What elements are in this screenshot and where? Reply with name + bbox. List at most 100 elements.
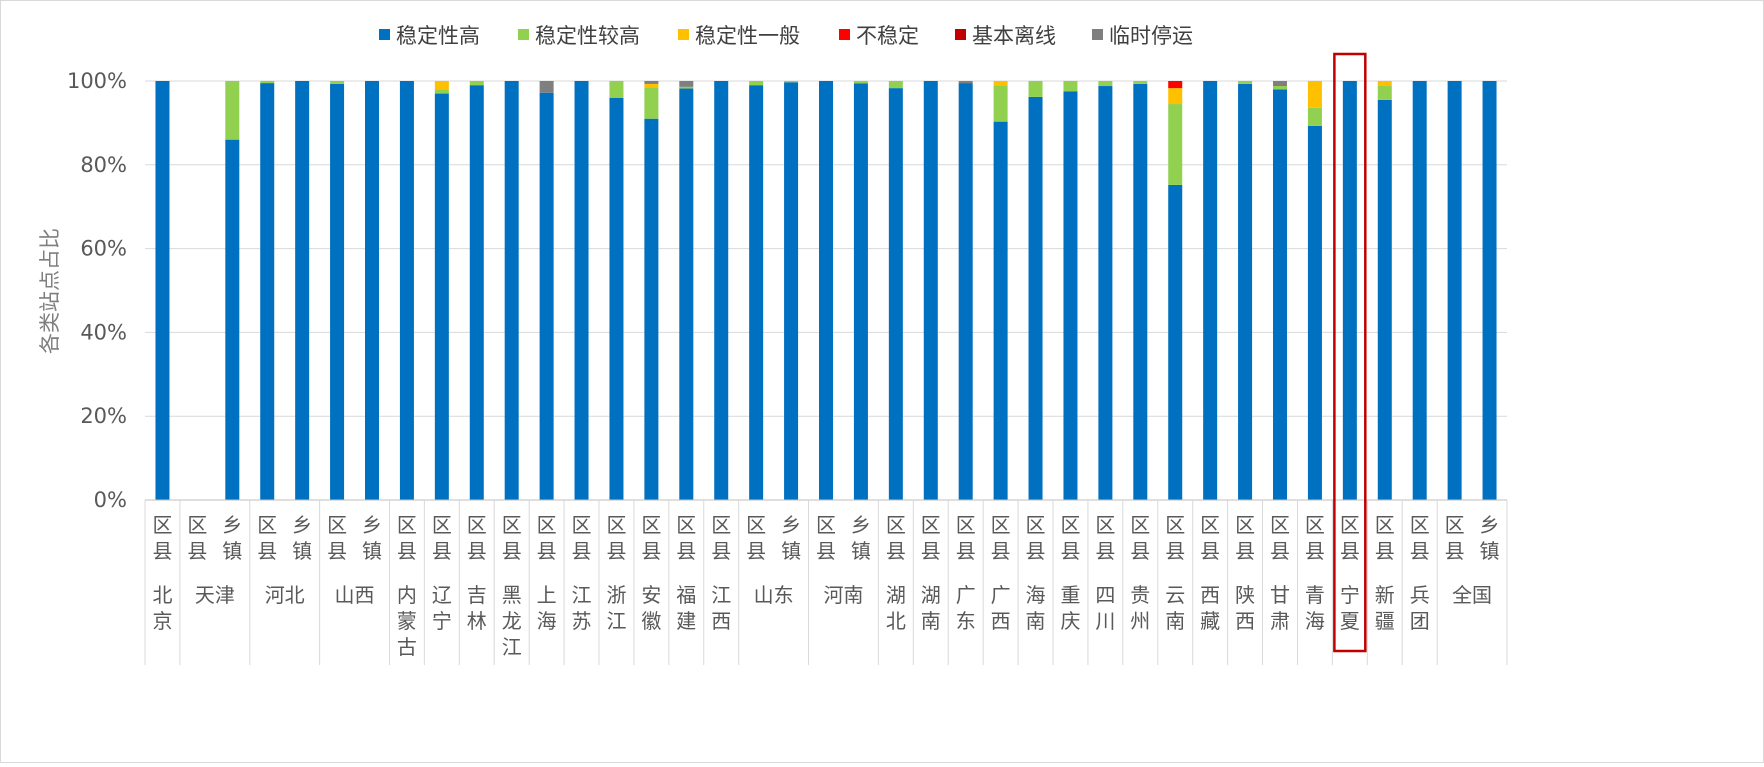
bar-23-0-seg-1 <box>1133 81 1148 84</box>
province-label-25: 西藏 <box>1200 583 1220 633</box>
bar-12-0-seg-1 <box>679 86 694 89</box>
bar-32-0-seg-0 <box>1447 81 1462 500</box>
legend-label-5: 临时停运 <box>1109 24 1193 48</box>
bar-24-0-seg-3 <box>1168 81 1183 89</box>
bar-2-0-seg-1 <box>260 81 275 84</box>
province-label-12: 福建 <box>676 583 696 633</box>
y-tick-label-1: 20% <box>80 404 127 428</box>
bar-21-0-seg-1 <box>1063 81 1078 92</box>
bar-30-0-seg-1 <box>1377 86 1392 100</box>
bar-14-1-seg-0 <box>784 82 799 500</box>
bar-label-24-0: 区县 <box>1165 513 1185 563</box>
bar-3-1-seg-0 <box>365 81 379 500</box>
bar-22-0-seg-1 <box>1098 81 1113 87</box>
province-label-11: 安徽 <box>641 583 661 633</box>
y-axis-title: 各类站点占比 <box>38 228 62 354</box>
bar-label-14-1: 乡镇 <box>781 513 801 563</box>
bar-5-0-seg-2 <box>434 81 449 90</box>
bar-8-0-seg-0 <box>539 92 554 501</box>
province-label-10: 浙江 <box>606 583 626 633</box>
bar-24-0-seg-2 <box>1168 88 1183 105</box>
province-label-5: 辽宁 <box>432 583 452 633</box>
bar-label-32-0: 区县 <box>1445 513 1465 563</box>
y-tick-label-2: 40% <box>80 320 127 344</box>
bar-20-0-seg-1 <box>1028 81 1043 97</box>
province-label-6: 吉林 <box>467 583 487 633</box>
bar-26-0-seg-0 <box>1238 83 1253 501</box>
bar-16-0-seg-1 <box>888 81 903 89</box>
bar-label-19-0: 区县 <box>991 513 1011 563</box>
bar-label-26-0: 区县 <box>1235 513 1255 563</box>
province-label-17: 湖南 <box>921 583 941 633</box>
bar-12-0-seg-5 <box>679 81 694 87</box>
bar-5-0-seg-1 <box>434 89 449 94</box>
bar-label-4-0: 区县 <box>397 513 417 563</box>
bar-24-0-seg-0 <box>1168 184 1183 501</box>
bar-17-0-seg-0 <box>923 81 938 500</box>
province-label-28: 青海 <box>1305 583 1325 633</box>
bar-label-10-0: 区县 <box>606 513 626 563</box>
bar-30-0-seg-0 <box>1377 99 1392 500</box>
bar-label-23-0: 区县 <box>1130 513 1150 563</box>
bar-label-12-0: 区县 <box>676 513 696 563</box>
bar-28-0-seg-2 <box>1307 81 1322 108</box>
bar-label-30-0: 区县 <box>1375 513 1395 563</box>
province-label-16: 湖北 <box>886 583 906 633</box>
bar-14-0-seg-1 <box>749 81 764 86</box>
y-tick-label-0: 0% <box>94 488 127 512</box>
bar-28-0-seg-1 <box>1307 107 1322 126</box>
bar-14-0-seg-0 <box>749 85 764 500</box>
bar-26-0-seg-1 <box>1238 81 1253 84</box>
bar-11-0-seg-5 <box>644 81 659 84</box>
bar-30-0-seg-2 <box>1377 81 1392 87</box>
bars <box>155 81 1497 501</box>
bar-11-0-seg-2 <box>644 83 659 88</box>
bar-label-1-0: 区县 <box>187 513 207 563</box>
legend-swatch-4 <box>955 29 966 40</box>
province-label-14: 山东 <box>754 583 794 607</box>
province-label-9: 江苏 <box>572 583 592 633</box>
bar-27-0-seg-5 <box>1273 81 1287 87</box>
bar-19-0-seg-2 <box>993 81 1008 86</box>
bar-15-0-seg-0 <box>819 81 833 500</box>
bar-label-15-0: 区县 <box>816 513 836 563</box>
bar-label-28-0: 区县 <box>1305 513 1325 563</box>
y-tick-label-4: 80% <box>80 153 127 177</box>
bar-label-3-1: 乡镇 <box>362 513 382 563</box>
bar-1-1-seg-0 <box>225 139 240 500</box>
legend-label-3: 不稳定 <box>856 24 919 48</box>
bar-label-31-0: 区县 <box>1410 513 1430 563</box>
bar-32-1-seg-0 <box>1482 81 1497 500</box>
y-tick-label-5: 100% <box>67 69 127 93</box>
legend-swatch-1 <box>518 29 529 40</box>
bar-label-18-0: 区县 <box>956 513 976 563</box>
bar-label-17-0: 区县 <box>921 513 941 563</box>
province-label-0: 北京 <box>152 583 172 633</box>
bar-3-0-seg-0 <box>330 83 345 501</box>
bar-label-32-1: 乡镇 <box>1480 513 1500 563</box>
bar-label-8-0: 区县 <box>537 513 557 563</box>
province-label-30: 新疆 <box>1375 583 1395 633</box>
bar-label-2-1: 乡镇 <box>292 513 312 563</box>
bar-6-0-seg-1 <box>469 81 484 86</box>
bar-6-0-seg-0 <box>469 85 484 500</box>
bar-10-0-seg-0 <box>609 97 624 500</box>
bar-label-7-0: 区县 <box>502 513 522 563</box>
bar-15-1-seg-0 <box>853 83 868 500</box>
legend: 稳定性高 稳定性较高 稳定性一般 不稳定 基本离线 临时停运 <box>379 24 1193 48</box>
province-label-23: 贵州 <box>1130 583 1150 633</box>
bar-label-0-0: 区县 <box>152 513 172 563</box>
bar-18-0-seg-5 <box>958 81 973 84</box>
bar-28-0-seg-0 <box>1307 125 1322 500</box>
province-label-8: 上海 <box>537 583 557 633</box>
bar-label-16-0: 区县 <box>886 513 906 563</box>
bar-11-0-seg-0 <box>644 118 659 501</box>
bar-22-0-seg-0 <box>1098 86 1113 500</box>
bar-9-0-seg-0 <box>574 81 589 500</box>
bar-31-0-seg-0 <box>1412 81 1427 500</box>
province-label-24: 云南 <box>1165 583 1185 633</box>
legend-label-0: 稳定性高 <box>396 24 480 48</box>
bar-27-0-seg-1 <box>1273 86 1287 90</box>
bar-label-3-0: 区县 <box>327 513 347 563</box>
